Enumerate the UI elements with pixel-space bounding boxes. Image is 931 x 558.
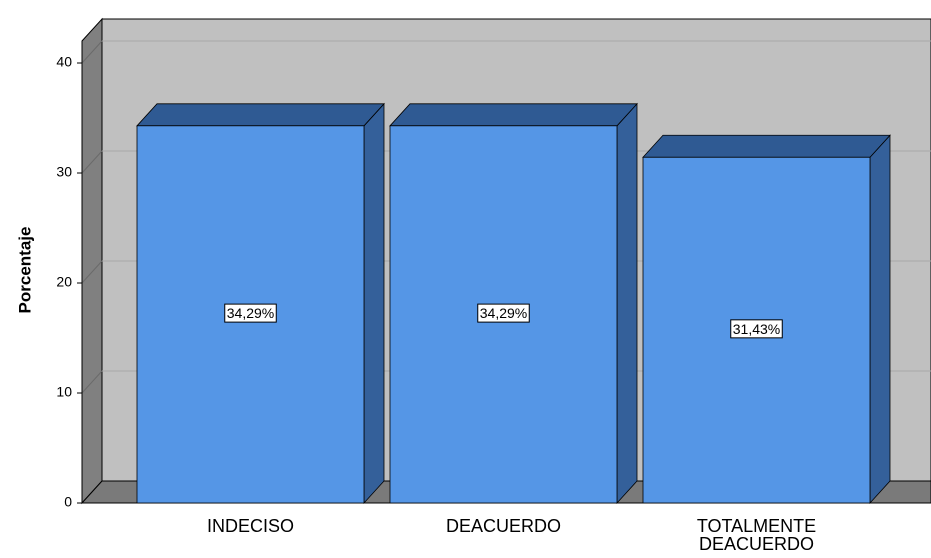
y-tick-label: 20 — [56, 274, 72, 290]
value-label: 34,29% — [227, 305, 274, 321]
x-tick-label: TOTALMENTE DEACUERDO — [696, 516, 817, 554]
y-tick-label: 40 — [56, 54, 72, 70]
value-label-box — [224, 303, 277, 323]
grid-line — [81, 150, 103, 174]
bar-top — [136, 103, 385, 127]
bar-side — [363, 102, 385, 505]
y-tick-label: 0 — [64, 494, 72, 510]
left-wall — [81, 17, 103, 505]
bar-top — [389, 103, 638, 127]
y-axis-label: Porcentaje — [15, 227, 34, 314]
value-label-box — [477, 303, 530, 323]
grid-line — [81, 260, 103, 284]
grid-line — [81, 370, 103, 394]
value-label-box — [730, 319, 783, 339]
bar-side — [616, 102, 638, 505]
x-tick-label: DEACUERDO — [445, 516, 561, 536]
value-label: 31,43% — [733, 321, 780, 337]
grid-line — [81, 40, 103, 64]
y-tick-label: 30 — [56, 164, 72, 180]
y-tick-label: 10 — [56, 384, 72, 400]
value-label: 34,29% — [480, 305, 527, 321]
bar-top — [642, 134, 891, 158]
x-tick-label: INDECISO — [206, 516, 294, 536]
bar-side — [869, 134, 891, 505]
